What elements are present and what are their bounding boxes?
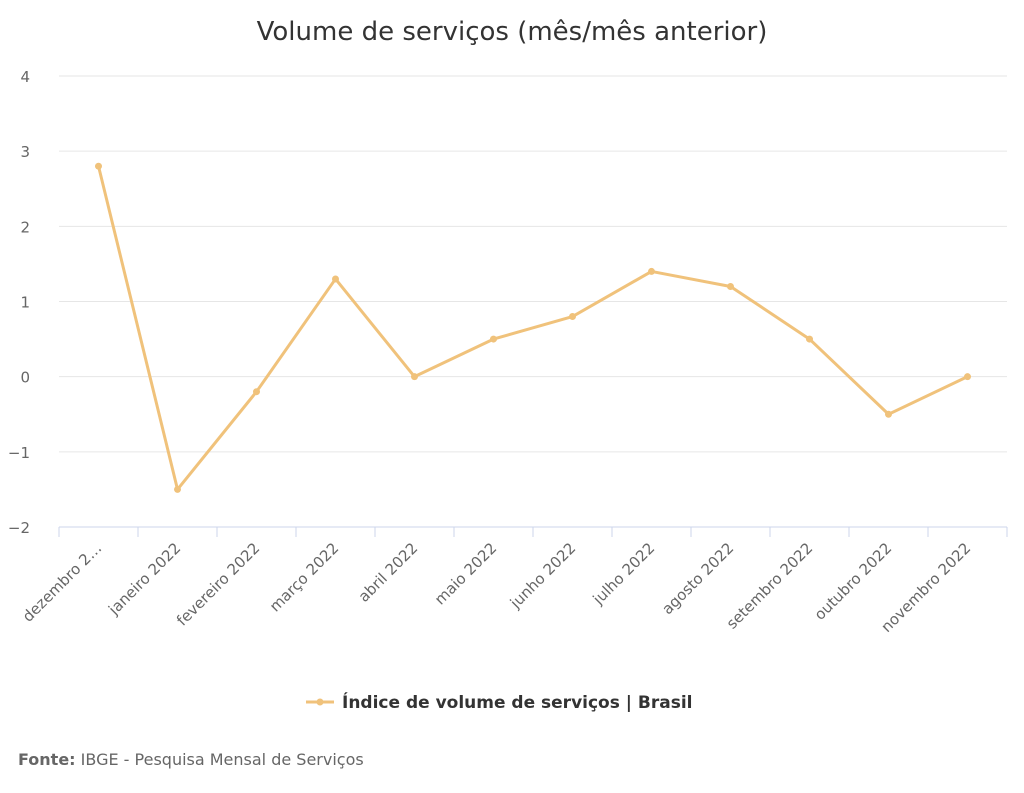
x-tick-label: maio 2022 xyxy=(431,539,500,608)
y-tick-label: 0 xyxy=(20,369,30,387)
source-text: IBGE - Pesquisa Mensal de Serviços xyxy=(80,750,364,769)
series-line xyxy=(97,164,969,491)
series-layer xyxy=(95,162,971,493)
chart-title: Volume de serviços (mês/mês anterior) xyxy=(257,17,768,47)
x-tick-label: fevereiro 2022 xyxy=(173,539,263,629)
y-tick-label: 1 xyxy=(20,294,30,312)
x-tick-label: agosto 2022 xyxy=(658,539,737,618)
x-tick-label: junho 2022 xyxy=(506,539,579,612)
x-tick-label: julho 2022 xyxy=(589,539,659,609)
data-point[interactable] xyxy=(411,373,418,381)
legend-dot-marker xyxy=(316,698,324,706)
grid-lines xyxy=(59,75,1007,453)
x-tick-label: dezembro 2… xyxy=(19,539,105,625)
source-note: Fonte: IBGE - Pesquisa Mensal de Serviço… xyxy=(18,750,364,769)
data-point[interactable] xyxy=(253,388,260,396)
data-point[interactable] xyxy=(95,162,102,170)
data-point[interactable] xyxy=(964,373,971,381)
y-tick-label: 3 xyxy=(20,143,30,161)
data-point[interactable] xyxy=(569,313,576,321)
y-axis: 4 3 2 1 0 −1 −2 xyxy=(8,68,30,537)
y-tick-label: 4 xyxy=(20,68,30,86)
x-tick-label: abril 2022 xyxy=(355,539,422,606)
x-tick-label: outubro 2022 xyxy=(811,539,896,624)
data-point[interactable] xyxy=(332,275,339,283)
data-point[interactable] xyxy=(490,335,497,343)
legend[interactable]: Índice de volume de serviços | Brasil xyxy=(306,691,692,713)
data-point[interactable] xyxy=(727,282,734,290)
y-tick-label: −2 xyxy=(8,519,30,537)
y-tick-label: −1 xyxy=(8,444,30,462)
data-point[interactable] xyxy=(174,485,181,493)
x-tick-label: março 2022 xyxy=(266,539,342,615)
data-point[interactable] xyxy=(885,410,892,418)
data-point[interactable] xyxy=(648,267,655,275)
source-label: Fonte: xyxy=(18,750,76,769)
y-tick-label: 2 xyxy=(20,218,30,236)
data-point[interactable] xyxy=(806,335,813,343)
x-tick-label: setembro 2022 xyxy=(723,539,817,633)
legend-label[interactable]: Índice de volume de serviços | Brasil xyxy=(342,691,692,713)
x-tick-label: janeiro 2022 xyxy=(104,539,184,619)
